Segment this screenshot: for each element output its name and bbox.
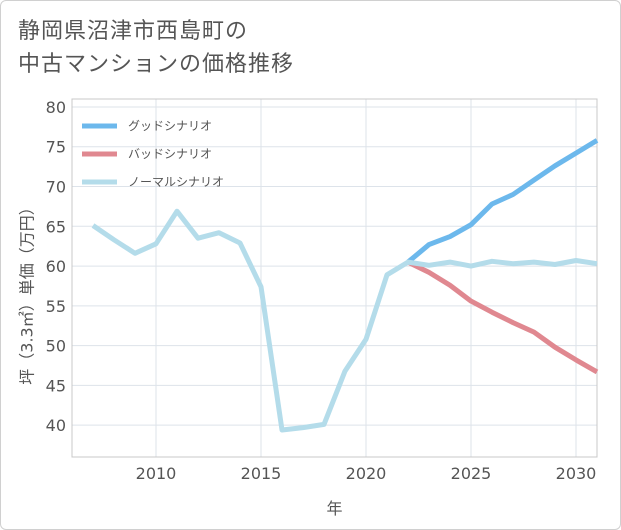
y-tick-label: 70 — [46, 178, 66, 197]
chart-title: 静岡県沼津市西島町の 中古マンションの価格推移 — [18, 15, 294, 81]
legend-label-2: ノーマルシナリオ — [128, 175, 224, 189]
y-axis-ticks: 40 45 50 55 60 65 70 75 80 — [46, 98, 66, 435]
series-line-2 — [91, 208, 598, 433]
series-line-1 — [406, 259, 599, 375]
x-tick-label: 2030 — [556, 464, 597, 483]
y-tick-label: 45 — [46, 376, 66, 395]
y-tick-label: 55 — [46, 297, 66, 316]
x-tick-label: 2015 — [241, 464, 282, 483]
y-tick-label: 60 — [46, 257, 66, 276]
y-tick-label: 80 — [46, 98, 66, 117]
y-tick-label: 65 — [46, 217, 66, 236]
y-axis-label: 坪（3.3㎡）単価（万円） — [18, 199, 37, 384]
legend-label-1: バッドシナリオ — [128, 147, 212, 161]
series-line-0 — [406, 138, 599, 265]
y-tick-label: 75 — [46, 138, 66, 157]
chart-title-line-1: 静岡県沼津市西島町の — [18, 19, 249, 44]
series-lines — [91, 138, 599, 433]
x-tick-label: 2020 — [346, 464, 387, 483]
x-tick-label: 2010 — [136, 464, 177, 483]
legend-label-0: グッドシナリオ — [128, 119, 212, 133]
y-tick-label: 40 — [46, 416, 66, 435]
chart-title-line-2: 中古マンションの価格推移 — [18, 52, 295, 77]
plot-area — [71, 98, 598, 458]
x-axis-ticks: 2010 2015 2020 2025 2030 — [136, 464, 597, 483]
y-tick-label: 50 — [46, 337, 66, 356]
x-tick-label: 2025 — [451, 464, 492, 483]
grid-lines — [72, 99, 597, 457]
x-axis-label: 年 — [326, 499, 342, 518]
